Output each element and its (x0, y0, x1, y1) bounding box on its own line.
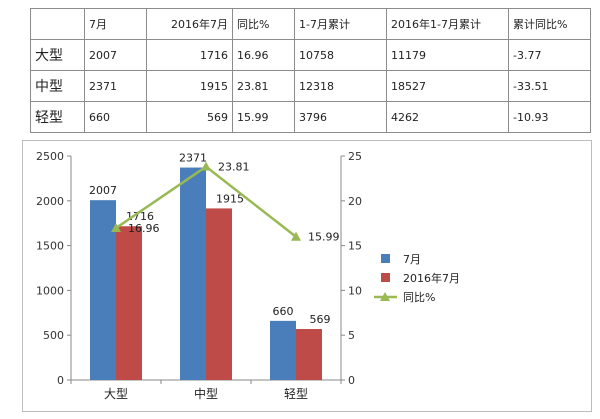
table-cell: 16.96 (232, 39, 295, 71)
row-header-cell: 中型 (30, 70, 85, 102)
table-cell: 660 (84, 101, 147, 133)
y-tick-label: 2000 (36, 195, 64, 208)
x-tick-label: 中型 (194, 386, 218, 401)
legend-swatch (381, 254, 390, 263)
table-header-cell: 2016年1-7月累计 (386, 8, 509, 40)
table-cell: 1915 (146, 70, 233, 102)
table-cell: -3.77 (508, 39, 591, 71)
legend-swatch (381, 273, 390, 282)
bar (180, 167, 206, 380)
table-cell: 2007 (84, 39, 147, 71)
line-marker (111, 223, 121, 233)
line-marker (201, 161, 211, 171)
table-header-cell: 1-7月累计 (294, 8, 387, 40)
table-header-cell: 2016年7月 (146, 8, 233, 40)
legend-label: 2016年7月 (403, 271, 460, 285)
y-tick-label: 1500 (36, 240, 64, 253)
bar (270, 320, 296, 380)
table-cell: 23.81 (232, 70, 295, 102)
table-header-cell: 累计同比% (508, 8, 591, 40)
row-header-cell: 大型 (30, 39, 85, 71)
legend-label: 同比% (403, 291, 435, 304)
table-cell: 569 (146, 101, 233, 133)
x-tick-label: 大型 (104, 387, 128, 401)
legend-marker (380, 292, 390, 301)
y2-tick-label: 0 (348, 374, 355, 387)
table-cell: 3796 (294, 101, 387, 133)
table-header-row: 7月 2016年7月 同比% 1-7月累计 2016年1-7月累计 累计同比% (30, 8, 591, 40)
y-tick-label: 0 (57, 374, 64, 387)
table-cell: 12318 (294, 70, 387, 102)
y2-tick-label: 15 (348, 240, 362, 253)
table-cell: 1716 (146, 39, 233, 71)
bar-data-label: 1716 (126, 210, 154, 223)
y-tick-label: 2500 (36, 150, 64, 163)
bar-data-label: 2371 (179, 152, 207, 165)
table-cell: -10.93 (508, 101, 591, 133)
line-data-label: 23.81 (218, 161, 250, 174)
legend-label: 7月 (403, 253, 421, 266)
table-row: 大型 2007 1716 16.96 10758 11179 -3.77 (30, 39, 591, 71)
row-header-cell: 轻型 (30, 101, 85, 133)
bar-data-label: 2007 (89, 184, 117, 197)
y2-tick-label: 5 (348, 329, 355, 342)
table-cell: 10758 (294, 39, 387, 71)
table-cell: 2371 (84, 70, 147, 102)
table-cell: -33.51 (508, 70, 591, 102)
table-header-cell (30, 8, 85, 40)
table-row: 中型 2371 1915 23.81 12318 18527 -33.51 (30, 70, 591, 102)
combo-chart: 0 500 1000 1500 2000 2500 0 5 10 15 20 25 大型 中型 轻型 2007… (36, 150, 460, 401)
y2-tick-label: 10 (348, 284, 362, 297)
table-cell: 18527 (386, 70, 509, 102)
bar (296, 329, 322, 380)
line-data-label: 16.96 (128, 222, 160, 235)
bar (90, 200, 116, 380)
bar-data-label: 569 (310, 313, 331, 326)
bar-data-label: 660 (273, 305, 294, 318)
y-tick-label: 1000 (36, 284, 64, 297)
table-row: 轻型 660 569 15.99 3796 4262 -10.93 (30, 101, 591, 133)
table-cell: 4262 (386, 101, 509, 133)
table-header-cell: 7月 (84, 8, 147, 40)
table-header-cell: 同比% (232, 8, 295, 40)
table-cell: 11179 (386, 39, 509, 71)
line-data-label: 15.99 (308, 231, 340, 244)
bar (116, 226, 142, 380)
chart-frame: 0 500 1000 1500 2000 2500 0 5 10 15 20 25 大型 中型 轻型 2007… (22, 140, 592, 412)
table-cell: 15.99 (232, 101, 295, 133)
y2-tick-label: 20 (348, 195, 362, 208)
bar (206, 208, 232, 380)
line-marker (291, 231, 301, 241)
x-tick-label: 轻型 (284, 387, 308, 401)
y-tick-label: 500 (43, 329, 64, 342)
data-table: 7月 2016年7月 同比% 1-7月累计 2016年1-7月累计 累计同比% … (30, 8, 591, 133)
y2-tick-label: 25 (348, 150, 362, 163)
bar-data-label: 1915 (216, 192, 244, 205)
